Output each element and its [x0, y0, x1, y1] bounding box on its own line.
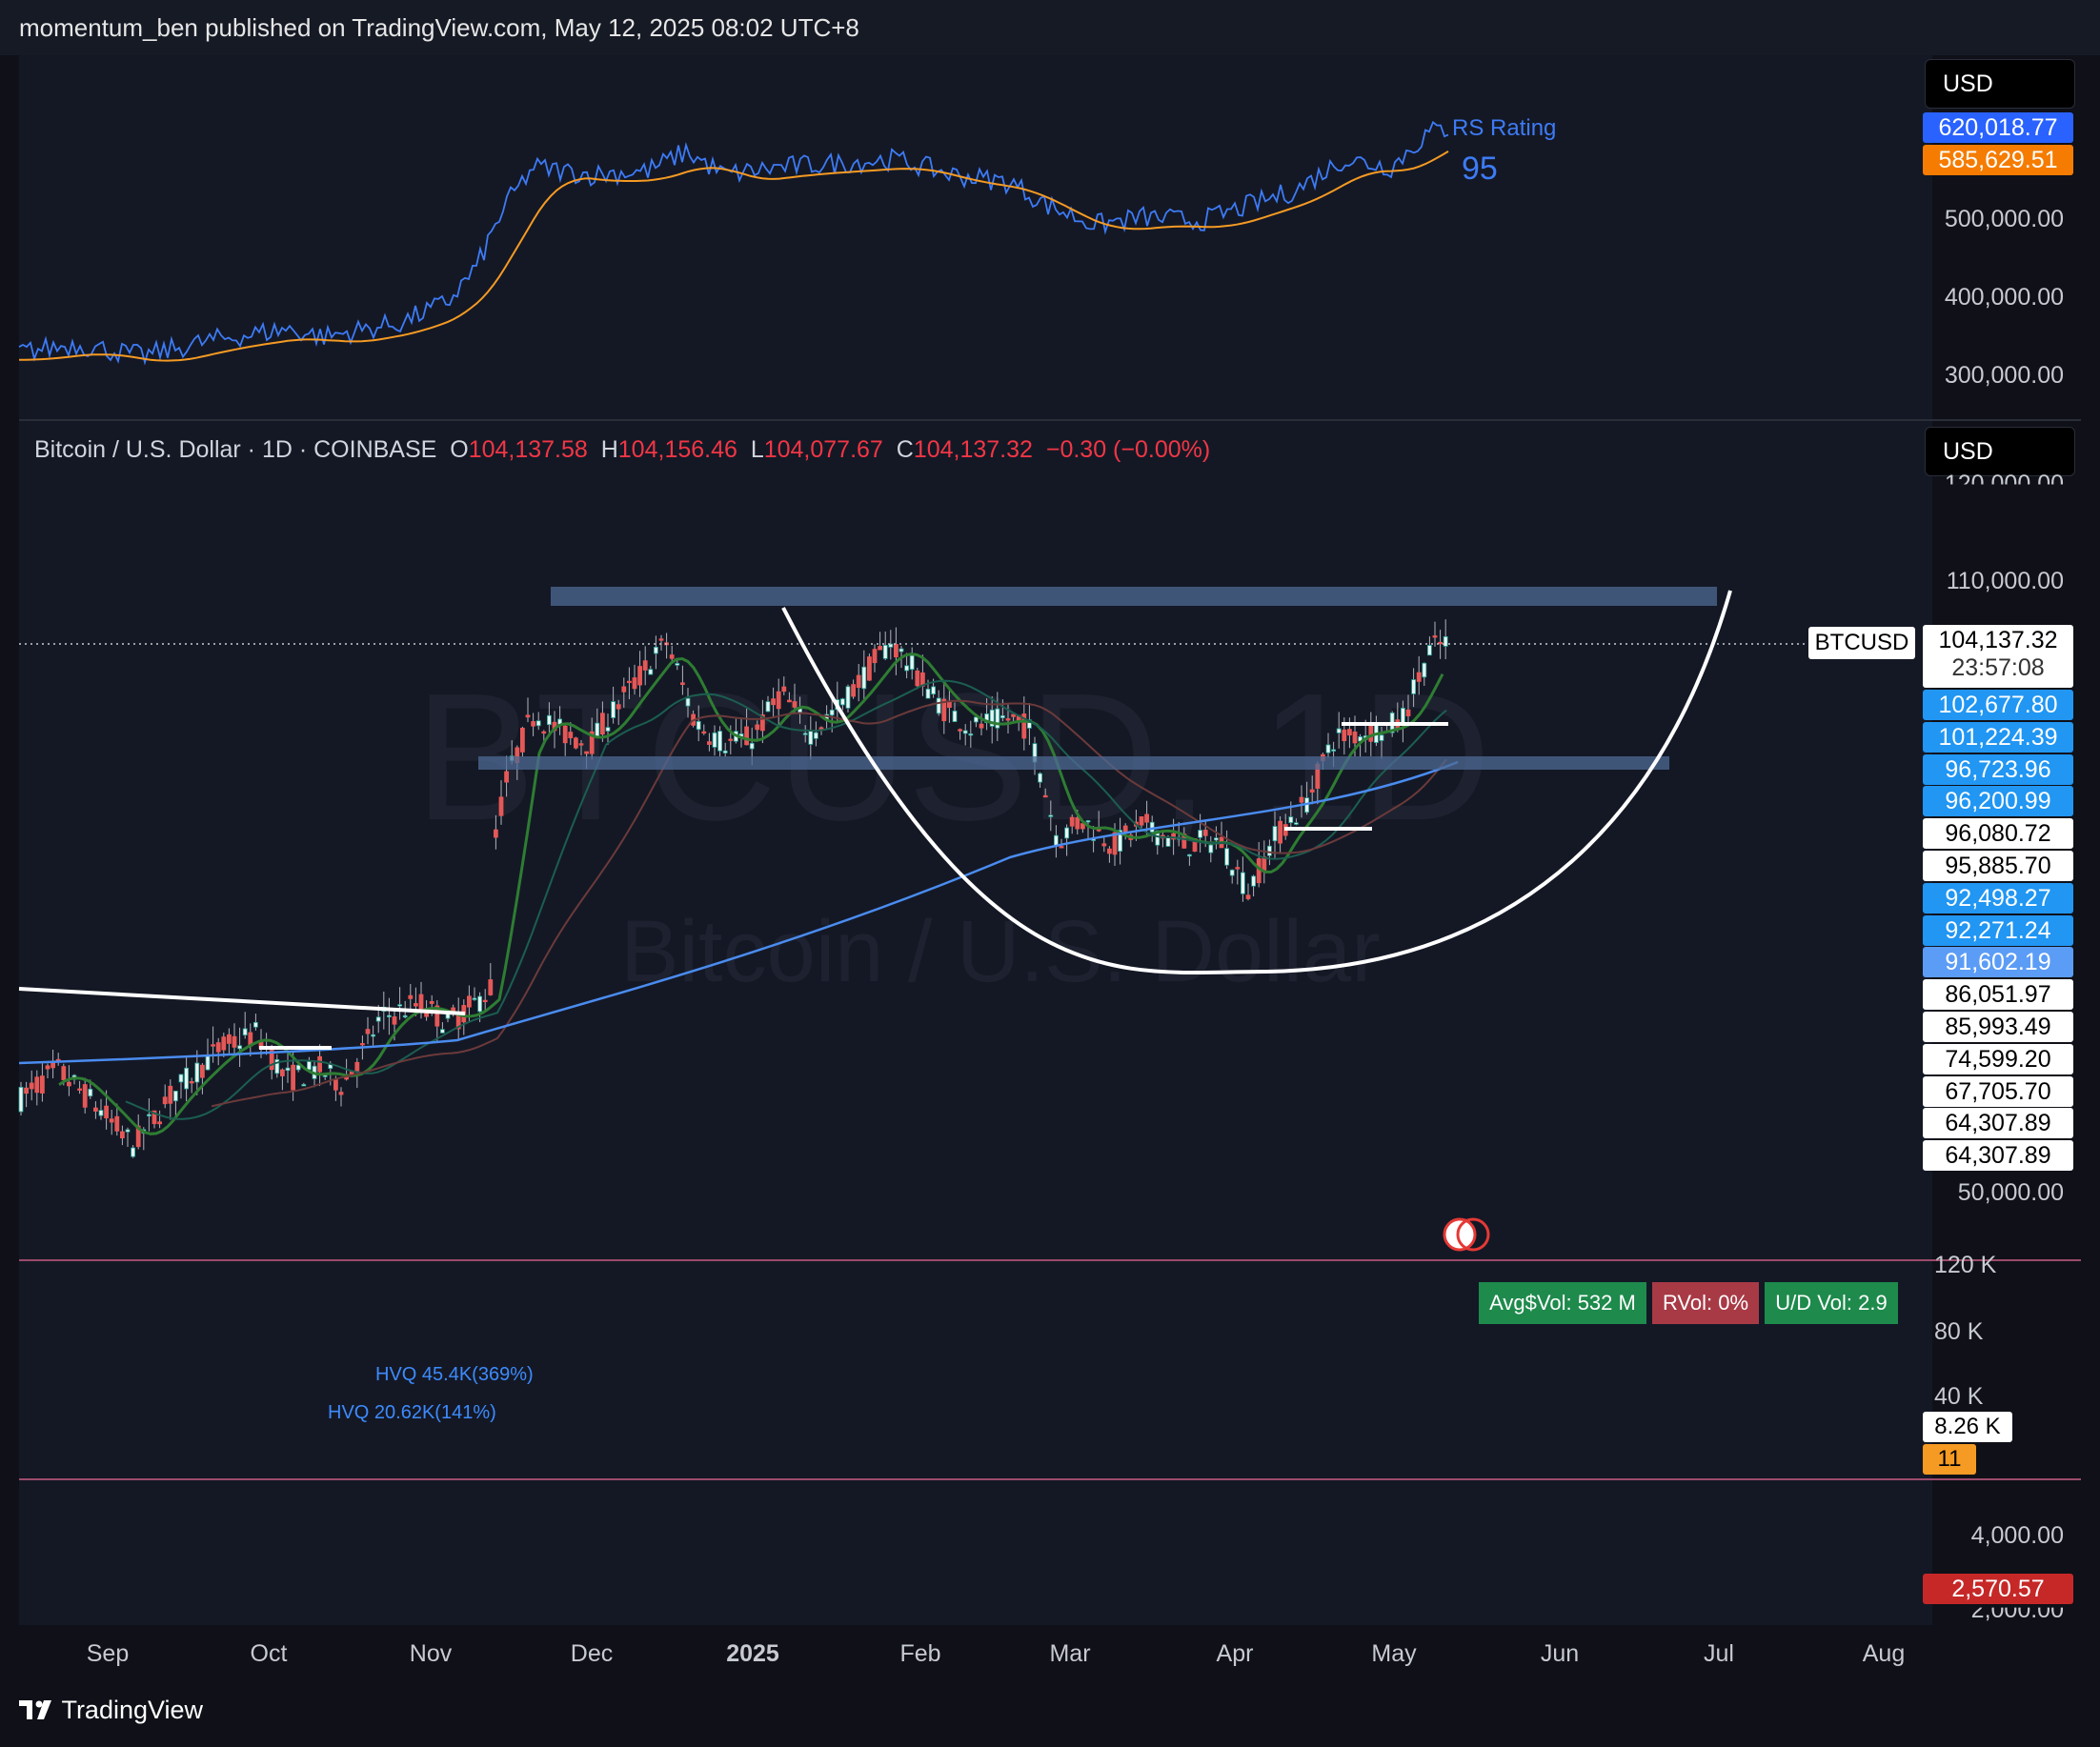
price-level-tag: 67,705.70 [1923, 1075, 2073, 1107]
price-level-tag: 86,051.97 [1923, 979, 2073, 1011]
time-axis-label: Apr [1216, 1640, 1254, 1667]
hvq-label: HVQ 45.4K(369%) [375, 1364, 534, 1385]
ohlc-low-label: L [750, 436, 764, 463]
last-price-tag: 104,137.32 23:57:08 [1923, 625, 2073, 688]
publish-header: momentum_ben published on TradingView.co… [0, 0, 2100, 55]
price-level-tag: 85,993.49 [1923, 1012, 2073, 1042]
rs-currency-button[interactable]: USD [1925, 59, 2075, 109]
volume-axis-label: 120 K [1934, 1252, 1997, 1278]
symbol-name: Bitcoin / U.S. Dollar · 1D · COINBASE [34, 436, 437, 463]
footer-brand: TradingView [61, 1696, 204, 1724]
price-level-tag: 96,200.99 [1923, 786, 2073, 817]
time-axis-label: May [1371, 1640, 1417, 1667]
indicator-axis-label: 2,000.00 [1970, 1596, 2064, 1623]
price-level-tag: 95,885.70 [1923, 851, 2073, 881]
time-axis-label: Sep [86, 1640, 130, 1667]
ohlc-high: 104,156.46 [617, 436, 737, 463]
time-axis-label: Jul [1704, 1640, 1734, 1667]
panel-divider[interactable] [19, 1478, 2081, 1480]
footer: TradingView [19, 1696, 203, 1734]
publish-info: momentum_ben published on TradingView.co… [19, 13, 859, 42]
time-axis-label: Aug [1862, 1640, 1906, 1667]
indicator-axis-label: 4,000.00 [1970, 1522, 2064, 1549]
price-level-tag: 92,271.24 [1923, 914, 2073, 946]
price-level-tag: 96,723.96 [1923, 753, 2073, 785]
ohlc-open: 104,137.58 [468, 436, 588, 463]
price-level-tag: 101,224.39 [1923, 721, 2073, 753]
up-down-volume-badge: U/D Vol: 2.9 [1765, 1282, 1898, 1324]
price-level-tag: 64,307.89 [1923, 1140, 2073, 1172]
price-axis-label-clipped: 120,000.00 [1944, 471, 2064, 497]
ohlc-low: 104,077.67 [763, 436, 883, 463]
price-currency-button[interactable]: USD [1925, 427, 2075, 476]
price-change: −0.30 (−0.00%) [1045, 436, 1211, 463]
ohlc-open-label: O [450, 436, 469, 463]
ticker-tag: BTCUSD [1808, 627, 1915, 659]
price-axis-label: 50,000.00 [1957, 1179, 2064, 1206]
hvq-label: HVQ 20.62K(141%) [328, 1402, 496, 1423]
price-axis-label: 110,000.00 [1946, 568, 2064, 594]
price-level-tag: 91,602.19 [1923, 947, 2073, 978]
indicator-last-value-tag: 2,570.57 [1923, 1574, 2073, 1604]
indicator-panel[interactable] [19, 1480, 1932, 1625]
price-level-tag: 102,677.80 [1923, 690, 2073, 720]
price-level-tag: 96,080.72 [1923, 818, 2073, 850]
time-axis-label: 2025 [726, 1640, 779, 1667]
relative-volume-badge: RVol: 0% [1652, 1282, 1759, 1324]
time-axis-label: Dec [570, 1640, 614, 1667]
tradingview-logo-icon [19, 1699, 57, 1721]
time-axis-label: Oct [250, 1640, 288, 1667]
symbol-legend[interactable]: Bitcoin / U.S. Dollar · 1D · COINBASE O1… [34, 436, 1210, 464]
volume-axis-label: 80 K [1934, 1318, 1984, 1345]
rs-axis-label: 500,000.00 [1944, 206, 2064, 232]
price-level-tag: 64,307.89 [1923, 1108, 2073, 1139]
ohlc-close-label: C [896, 436, 914, 463]
avg-dollar-volume-badge: Avg$Vol: 532 M [1479, 1282, 1646, 1324]
ohlc-close: 104,137.32 [913, 436, 1033, 463]
time-axis-label: Feb [899, 1640, 941, 1667]
price-panel[interactable] [19, 421, 1932, 1259]
price-level-tag: 74,599.20 [1923, 1043, 2073, 1074]
rs-axis-label: 400,000.00 [1944, 284, 2064, 311]
last-volume-tag: 8.26 K [1923, 1412, 2012, 1442]
bar-countdown: 23:57:08 [1951, 654, 2045, 681]
rs-axis-label: 300,000.00 [1944, 362, 2064, 389]
rs-ma-value-tag: 585,629.51 [1923, 145, 2073, 175]
volume-axis-label: 40 K [1934, 1383, 1984, 1410]
ohlc-high-label: H [600, 436, 618, 463]
last-price: 104,137.32 [1938, 627, 2058, 653]
time-axis-label: Jun [1540, 1640, 1580, 1667]
time-axis[interactable]: Sep Oct Nov Dec 2025 Feb Mar Apr May Jun Jul Aug [0, 1625, 2100, 1673]
time-axis-label: Nov [409, 1640, 453, 1667]
price-level-tag: 92,498.27 [1923, 882, 2073, 914]
rs-panel[interactable] [19, 55, 1932, 419]
volume-count-tag: 11 [1923, 1444, 1976, 1475]
panel-divider[interactable] [19, 1259, 2081, 1261]
panel-divider[interactable] [19, 419, 2081, 421]
rs-last-value-tag: 620,018.77 [1923, 112, 2073, 143]
time-axis-label: Mar [1049, 1640, 1091, 1667]
